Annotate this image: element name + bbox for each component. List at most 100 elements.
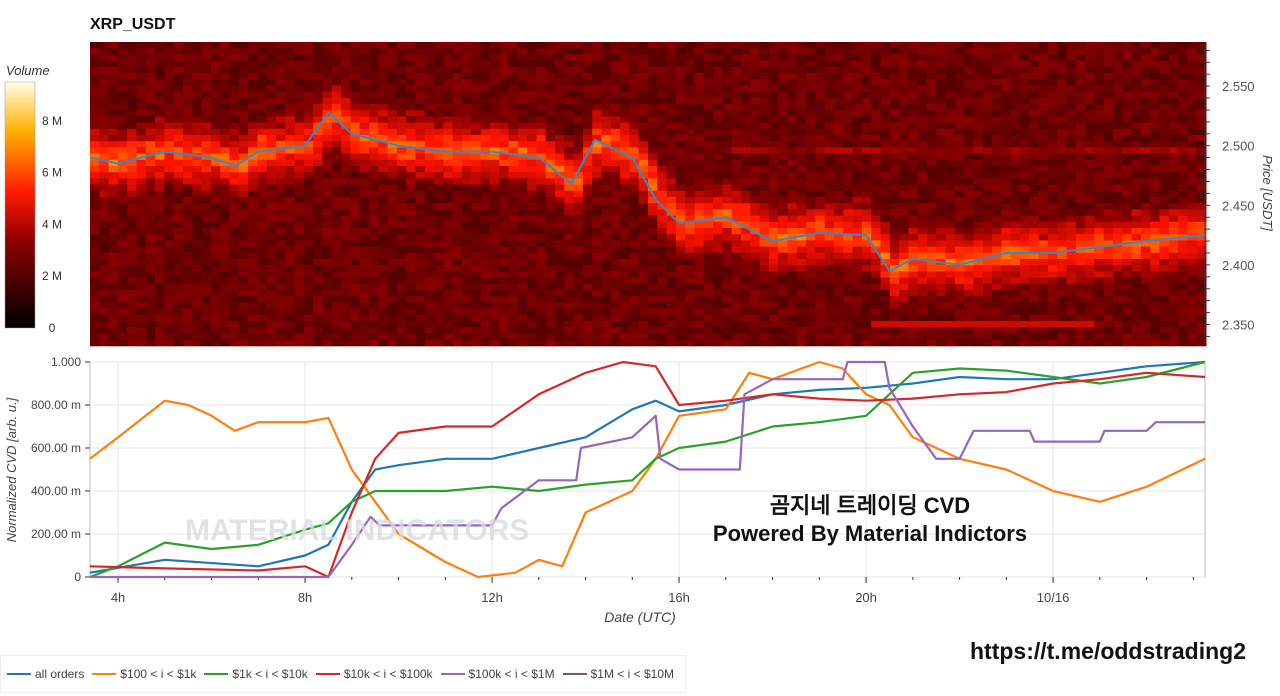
heatmap-cell	[648, 60, 658, 68]
heatmap-cell	[331, 91, 342, 99]
heatmap-cell	[499, 54, 509, 62]
heatmap-cell	[90, 296, 100, 303]
heatmap-cell	[880, 122, 891, 130]
heatmap-cell	[201, 122, 212, 130]
heatmap-cell	[815, 252, 826, 260]
heatmap-cell	[638, 296, 649, 303]
heatmap-cell	[489, 178, 500, 186]
heatmap-cell	[768, 141, 779, 148]
heatmap-cell	[164, 215, 175, 223]
heatmap-cell	[815, 54, 826, 62]
heatmap-cell	[378, 190, 389, 198]
heatmap-cell	[257, 85, 268, 93]
heatmap-cell	[322, 54, 333, 62]
heatmap-cell	[183, 333, 193, 341]
heatmap-cell	[127, 339, 137, 347]
heatmap-cell	[517, 60, 528, 68]
heatmap-cell	[787, 339, 798, 347]
heatmap-cell	[610, 327, 621, 334]
heatmap-cell	[778, 215, 788, 223]
heatmap-cell	[285, 153, 296, 161]
heatmap-cell	[462, 104, 472, 111]
heatmap-cell	[1001, 159, 1012, 167]
heatmap-cell	[276, 283, 286, 291]
heatmap-cell	[954, 141, 965, 148]
heatmap-cell	[220, 190, 230, 198]
heatmap-cell	[917, 166, 928, 173]
heatmap-cell	[136, 54, 147, 62]
heatmap-cell	[201, 333, 212, 341]
heatmap-cell	[127, 246, 137, 254]
heatmap-cell	[713, 271, 723, 279]
heatmap-cell	[350, 54, 361, 62]
heatmap-cell	[787, 135, 798, 142]
heatmap-cell	[1010, 48, 1021, 55]
heatmap-cell	[778, 252, 788, 260]
heatmap-cell	[257, 116, 268, 124]
heatmap-cell	[610, 135, 621, 142]
heatmap-cell	[973, 252, 984, 260]
heatmap-cell	[303, 228, 314, 235]
heatmap-cell	[713, 290, 723, 297]
heatmap-cell	[489, 314, 500, 322]
heatmap-cell	[406, 215, 416, 223]
heatmap-cell	[99, 221, 110, 229]
heatmap-cell	[675, 135, 686, 142]
heatmap-cell	[359, 308, 370, 316]
heatmap-cell	[787, 290, 798, 297]
heatmap-cell	[796, 166, 807, 173]
heatmap-cell	[480, 104, 491, 111]
heatmap-cell	[164, 166, 175, 173]
heatmap-cell	[285, 277, 296, 285]
heatmap-cell	[322, 91, 333, 99]
heatmap-cell	[210, 271, 221, 279]
heatmap-cell	[601, 172, 612, 179]
heatmap-cell	[871, 252, 881, 260]
heatmap-cell	[276, 184, 286, 192]
heatmap-cell	[434, 265, 444, 272]
heatmap-cell	[927, 290, 937, 297]
heatmap-cell	[210, 259, 221, 266]
heatmap-cell	[964, 234, 974, 241]
heatmap-cell	[564, 141, 575, 148]
heatmap-cell	[861, 48, 872, 55]
heatmap-cell	[629, 333, 640, 341]
heatmap-cell	[462, 172, 472, 179]
heatmap-cell	[573, 178, 584, 186]
heatmap-cell	[210, 333, 221, 341]
heatmap-cell	[406, 259, 416, 266]
heatmap-cell	[936, 271, 947, 279]
heatmap-cell	[787, 252, 798, 260]
heatmap-cell	[601, 128, 612, 136]
heatmap-cell	[703, 184, 714, 192]
heatmap-cell	[685, 97, 695, 105]
heatmap-cell	[750, 178, 761, 186]
heatmap-cell	[257, 79, 268, 86]
heatmap-cell	[852, 271, 863, 279]
heatmap-cell	[545, 97, 556, 105]
heatmap-cell	[657, 209, 668, 217]
heatmap-cell	[824, 60, 835, 68]
heatmap-cell	[945, 215, 956, 223]
heatmap-cell	[406, 128, 416, 136]
heatmap-cell	[145, 116, 156, 124]
heatmap-cell	[936, 203, 947, 210]
heatmap-cell	[276, 271, 286, 279]
heatmap-cell	[1010, 79, 1021, 86]
heatmap-cell	[220, 116, 230, 124]
heatmap-cell	[248, 135, 258, 142]
heatmap-cell	[183, 73, 193, 80]
heatmap-cell	[759, 228, 770, 235]
heatmap-cell	[713, 54, 723, 62]
heatmap-cell	[889, 314, 900, 322]
heatmap-cell	[564, 314, 575, 322]
heatmap-cell	[359, 54, 370, 62]
heatmap-cell	[127, 197, 137, 204]
heatmap-cell	[620, 42, 630, 49]
heatmap-cell	[741, 265, 751, 272]
heatmap-cell	[741, 190, 751, 198]
heatmap-cell	[127, 321, 137, 328]
heatmap-cell	[824, 166, 835, 173]
heatmap-cell	[378, 135, 389, 142]
heatmap-cell	[778, 240, 788, 248]
